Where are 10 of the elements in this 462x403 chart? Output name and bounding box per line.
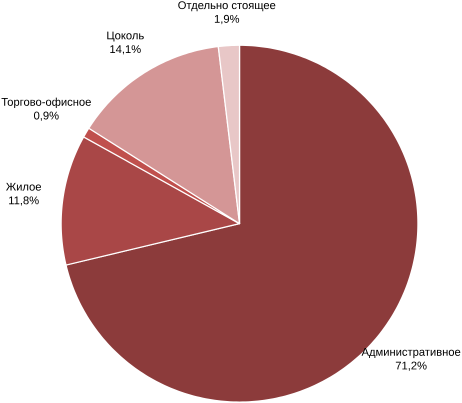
slice-label: Цоколь bbox=[107, 32, 144, 42]
slice-label: Торгово-офисное bbox=[2, 98, 91, 108]
data-label: 71,2% bbox=[396, 362, 427, 372]
data-label: 14,1% bbox=[110, 45, 141, 55]
data-label: 1,9% bbox=[214, 15, 240, 24]
slice-label: Жилое bbox=[6, 182, 42, 191]
slice-label: Административное bbox=[362, 348, 460, 358]
data-label: 0,9% bbox=[34, 112, 59, 121]
slice-label: Отдельно стоящее bbox=[178, 1, 276, 12]
data-label: 11,8% bbox=[9, 196, 39, 206]
